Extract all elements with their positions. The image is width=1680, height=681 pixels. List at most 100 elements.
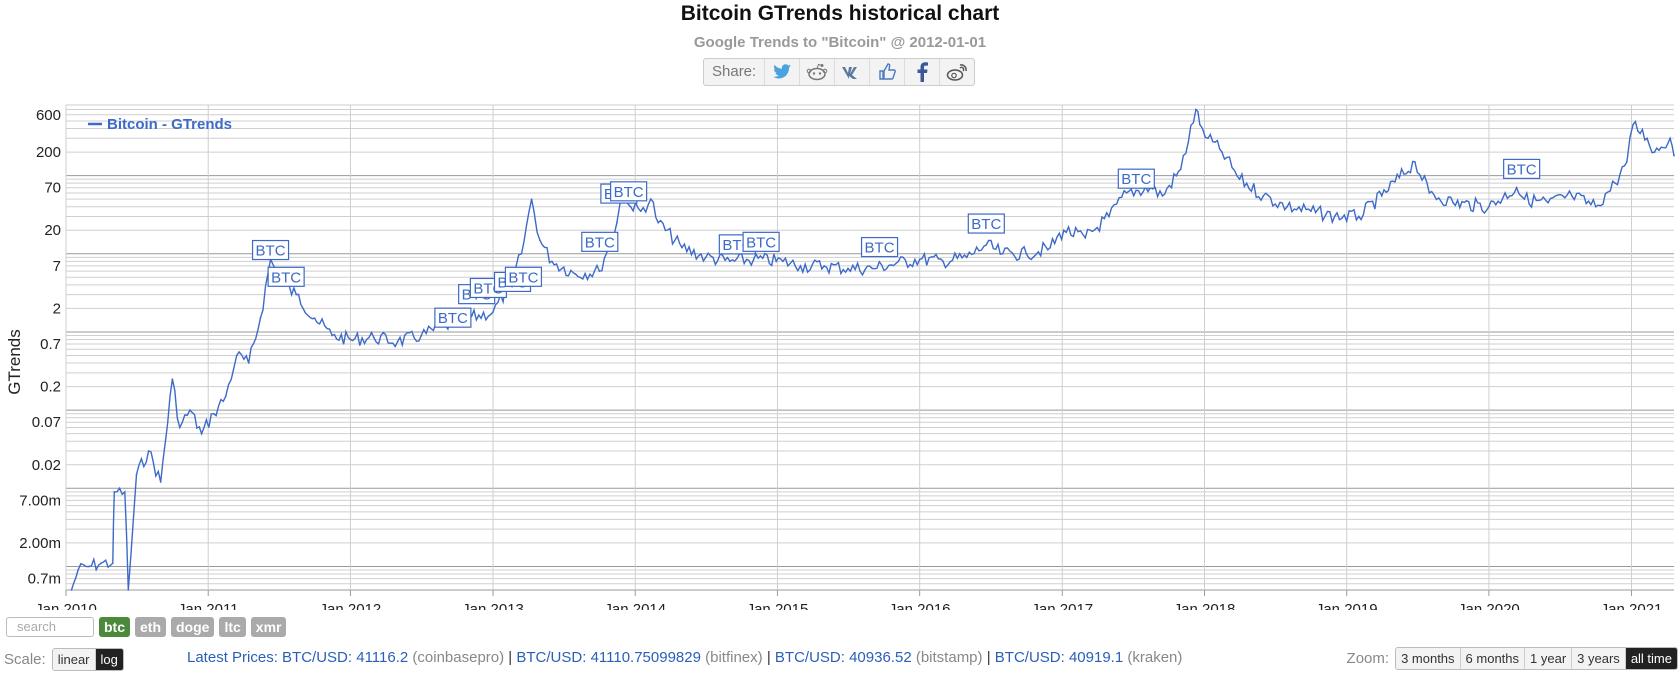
zoom-6-months-button[interactable]: 6 months — [1460, 648, 1526, 669]
y-tick-label: 0.07 — [32, 414, 61, 431]
data-point — [598, 270, 601, 272]
zoom-1-year-button[interactable]: 1 year — [1525, 648, 1573, 669]
data-point — [650, 198, 652, 200]
zoom-all-time-button[interactable]: all time — [1625, 648, 1677, 669]
series-line-bitcoin-gtrends — [70, 108, 1675, 591]
btc-flag — [860, 236, 899, 258]
share-bar: Share: — [703, 58, 976, 86]
data-point — [823, 265, 826, 267]
facebook-icon[interactable] — [905, 59, 941, 85]
data-point — [895, 262, 897, 265]
y-tick-label: 0.7 — [40, 336, 61, 353]
price-pair: BTC/USD: — [516, 649, 587, 666]
data-point — [520, 252, 523, 255]
data-point — [1614, 182, 1616, 184]
data-point — [111, 562, 114, 565]
data-point — [1195, 108, 1197, 111]
search-input[interactable]: search — [6, 617, 94, 637]
data-point — [1414, 161, 1416, 163]
data-point — [1632, 123, 1634, 126]
legend-series-label: Bitcoin - GTrends — [107, 116, 232, 133]
data-point — [1488, 205, 1490, 208]
x-tick-label: Jan 2010 — [35, 601, 97, 610]
data-point — [985, 244, 988, 246]
price-value: 41110.75099829 — [590, 649, 701, 666]
zoom-3-months-button[interactable]: 3 months — [1396, 648, 1461, 669]
coin-doge-button[interactable]: doge — [171, 617, 215, 637]
data-point — [420, 334, 423, 337]
btc-flag — [581, 231, 619, 252]
data-point — [657, 221, 660, 224]
data-point — [1108, 215, 1110, 218]
price-separator: | — [508, 649, 513, 666]
data-point — [200, 432, 203, 435]
x-tick-label: Jan 2012 — [320, 601, 382, 610]
coin-eth-button[interactable]: eth — [135, 617, 166, 637]
price-value: 40936.52 — [849, 649, 912, 666]
data-point — [1646, 137, 1648, 140]
data-point — [1547, 201, 1549, 204]
btc-flag-label: BTC — [971, 216, 1001, 233]
data-point — [1179, 168, 1182, 171]
data-point — [942, 260, 944, 263]
vk-icon[interactable] — [835, 59, 871, 85]
data-point — [396, 340, 399, 343]
btc-flag-label: BTC — [271, 269, 301, 286]
scale-control: Scale: linear log — [4, 648, 124, 671]
data-point — [77, 569, 79, 571]
scale-label: Scale: — [4, 651, 46, 668]
data-point — [124, 491, 126, 493]
weibo-icon[interactable] — [940, 59, 974, 85]
data-point — [1238, 178, 1241, 180]
chart-ticks: 0.7m 2.00m 7.00m 0.02 0.07 0.2 0.7 2 7 20 70 200 600… — [19, 107, 1662, 610]
scale-log-button[interactable]: log — [95, 649, 123, 670]
data-point — [159, 481, 162, 483]
coin-btc-button[interactable]: btc — [99, 617, 130, 637]
data-point — [1357, 215, 1360, 218]
data-point — [259, 317, 262, 319]
y-tick-label: 0.2 — [40, 379, 61, 396]
btc-flag-label: BTC — [614, 184, 644, 201]
zoom-label: Zoom: — [1346, 650, 1390, 667]
btc-flag-label: BTC — [438, 310, 468, 327]
x-tick-label: Jan 2015 — [747, 601, 809, 610]
coin-xmr-button[interactable]: xmr — [250, 617, 287, 637]
data-point — [247, 362, 250, 364]
data-point — [1049, 246, 1052, 249]
gtrends-chart[interactable]: 0.7m 2.00m 7.00m 0.02 0.07 0.2 0.7 2 7 20 70 200 600… — [0, 100, 1680, 610]
data-point — [629, 205, 632, 208]
data-point — [113, 491, 116, 493]
y-tick-label: 7.00m — [19, 492, 61, 509]
reddit-icon[interactable] — [800, 59, 836, 85]
btc-flag-label: BTC — [256, 243, 286, 260]
zoom-3-years-button[interactable]: 3 years — [1572, 648, 1626, 669]
btc-flag — [1117, 168, 1155, 189]
data-point — [551, 260, 553, 263]
data-point — [704, 256, 707, 259]
scale-linear-button[interactable]: linear — [52, 649, 96, 670]
data-point — [1428, 192, 1431, 194]
x-tick-label: Jan 2018 — [1174, 601, 1236, 610]
btc-flag — [1503, 158, 1541, 180]
like-icon[interactable] — [870, 59, 906, 85]
data-point — [1653, 151, 1656, 153]
data-point — [212, 412, 215, 415]
chart-legend[interactable]: Bitcoin - GTrends — [88, 116, 232, 133]
y-tick-label: 200 — [36, 144, 61, 161]
data-point — [1207, 137, 1209, 140]
data-point — [1025, 252, 1028, 255]
data-point — [100, 562, 102, 565]
data-point — [918, 258, 921, 261]
btc-flag — [610, 181, 648, 202]
twitter-icon[interactable] — [765, 59, 801, 85]
data-point — [1594, 205, 1597, 208]
data-point — [616, 221, 618, 224]
btc-flag-label: BTC — [865, 240, 895, 257]
data-point — [574, 273, 577, 275]
data-point — [1571, 195, 1573, 197]
y-tick-label: 2 — [53, 300, 61, 317]
data-point — [313, 317, 316, 319]
coin-ltc-button[interactable]: ltc — [219, 617, 246, 637]
price-exchange: (bitstamp) — [915, 649, 983, 666]
data-point — [530, 198, 533, 200]
